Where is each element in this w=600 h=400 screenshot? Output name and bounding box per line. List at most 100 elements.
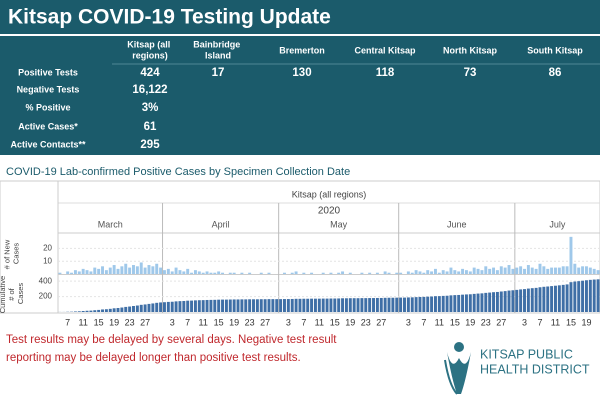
bar <box>468 271 472 274</box>
x-tick-label: 11 <box>551 317 560 327</box>
x-tick-label: 23 <box>245 317 255 327</box>
bar <box>193 300 197 312</box>
x-tick-label: 7 <box>301 317 306 327</box>
bar <box>581 280 585 312</box>
bar <box>406 297 410 312</box>
bar <box>554 267 557 274</box>
bar <box>433 296 437 312</box>
bar <box>186 300 190 312</box>
bar <box>468 294 472 312</box>
x-tick-label: 19 <box>229 317 239 327</box>
bar <box>581 266 585 274</box>
bar <box>108 308 112 312</box>
bar <box>263 299 267 312</box>
bar <box>89 310 93 312</box>
logo <box>444 342 471 395</box>
bar <box>77 311 81 312</box>
bar <box>232 272 236 274</box>
bar <box>488 268 492 274</box>
bar <box>561 266 565 274</box>
bar <box>162 302 166 312</box>
bar <box>519 266 523 274</box>
bar <box>104 309 108 312</box>
bar <box>461 294 465 312</box>
bar <box>217 299 221 312</box>
bar <box>70 272 74 274</box>
bar <box>97 268 101 274</box>
bar <box>73 311 77 312</box>
bar <box>511 268 515 274</box>
bar <box>283 272 286 274</box>
bar <box>124 306 128 312</box>
bar <box>488 292 492 312</box>
column-header: Central Kitsap <box>354 45 416 55</box>
table-cell: 61 <box>144 121 157 133</box>
bar <box>275 299 279 312</box>
bar <box>534 268 538 274</box>
bar <box>217 271 221 274</box>
bar <box>507 290 511 312</box>
bar <box>507 265 511 274</box>
bar <box>464 270 468 274</box>
bar <box>476 293 480 312</box>
x-tick-label: 11 <box>199 317 208 327</box>
bar <box>410 272 414 274</box>
bar <box>437 272 441 274</box>
bar <box>132 305 135 312</box>
bar <box>213 272 217 274</box>
bar <box>290 298 294 312</box>
bar <box>519 289 523 312</box>
bar <box>159 267 163 274</box>
bar <box>480 270 484 274</box>
chart-frame <box>0 180 600 314</box>
x-tick-label: 15 <box>450 317 460 327</box>
bar <box>356 298 360 312</box>
bar <box>294 271 298 274</box>
bar <box>550 286 554 312</box>
y-tick-label: 400 <box>39 276 53 285</box>
bar <box>81 268 85 274</box>
bar <box>190 272 194 274</box>
bar <box>534 287 538 312</box>
bar <box>542 266 546 274</box>
bar <box>224 299 228 312</box>
bar <box>209 272 213 274</box>
bar <box>248 272 252 274</box>
month-label: July <box>549 219 566 229</box>
bar <box>588 279 592 312</box>
bar <box>480 293 484 312</box>
bar <box>573 263 577 274</box>
bar <box>495 291 499 312</box>
y-axis-label: Cumulative # of Cases <box>0 274 25 314</box>
bar <box>550 267 554 274</box>
bar <box>453 270 457 274</box>
column-header: Bainbridge Island <box>193 40 243 61</box>
bar <box>190 300 194 312</box>
x-tick-label: 7 <box>65 317 70 327</box>
table-cell: 424 <box>140 67 160 79</box>
bar <box>77 271 81 274</box>
bar <box>325 298 329 312</box>
bar <box>259 299 263 312</box>
x-tick-label: 15 <box>94 317 104 327</box>
bar <box>557 285 561 312</box>
bar <box>298 298 302 312</box>
bar <box>495 270 499 274</box>
bar <box>306 298 310 312</box>
x-tick-label: 27 <box>496 317 506 327</box>
bar <box>186 268 190 274</box>
bar <box>116 307 120 312</box>
bar <box>530 267 534 274</box>
x-tick-label: 7 <box>537 317 542 327</box>
bar <box>333 298 337 312</box>
bar <box>395 272 399 274</box>
bar <box>364 298 368 312</box>
bar <box>108 267 112 274</box>
bar <box>565 266 569 274</box>
bar <box>418 271 422 274</box>
bar <box>368 272 372 274</box>
bar <box>267 299 271 312</box>
bar <box>170 271 174 274</box>
bar <box>387 297 391 312</box>
bar <box>162 270 166 274</box>
